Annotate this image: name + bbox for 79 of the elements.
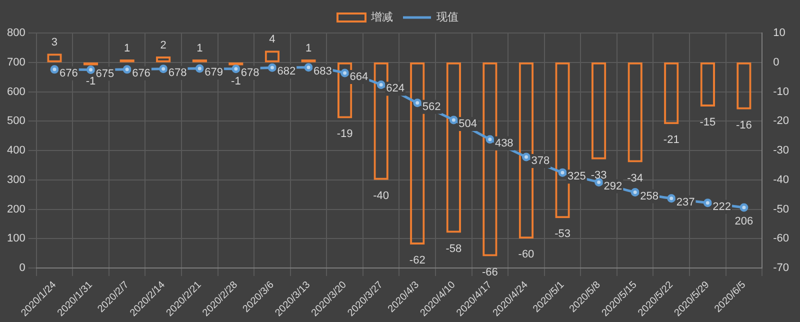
y-tick-label: 300 [6,174,26,186]
data-label: 676 [59,67,78,80]
point [122,65,132,74]
data-label: -58 [446,242,462,255]
y-tick-label: 700 [6,56,26,68]
data-label: -66 [482,266,498,278]
data-label: -34 [627,172,644,184]
data-label: -19 [336,128,353,140]
y-tick-label: 600 [6,86,26,98]
y-tick-label: 800 [6,27,26,40]
legend-label: 增减 [370,10,393,24]
data-label: 2 [160,40,166,52]
data-label: 504 [458,118,478,130]
y2-tick-label: -50 [773,203,790,216]
data-label: 664 [350,70,368,83]
y2-tick-label: -60 [773,232,790,245]
data-label: 682 [277,66,296,78]
data-label: -40 [373,190,390,202]
y2-tick-label: 10 [773,27,786,40]
data-label: 683 [314,65,332,78]
data-label: 222 [712,200,732,213]
y-tick-label: 200 [6,203,26,216]
data-label: 438 [494,137,514,150]
data-label: 1 [124,42,130,54]
data-label: 676 [132,67,150,80]
y-tick-label: 100 [6,232,26,245]
point [232,64,240,74]
data-label: 624 [386,82,404,95]
point [486,135,494,144]
data-label: -16 [736,119,752,132]
data-label: 4 [269,34,276,46]
y-tick-label: 400 [6,144,26,157]
y2-tick-label: -20 [773,115,790,128]
data-label: -1 [86,75,96,88]
y2-tick-label: -40 [773,174,790,186]
y-tick-label: 500 [6,115,26,128]
y-tick-label: 0 [19,262,26,274]
data-label: 1 [196,42,203,54]
y2-tick-label: -30 [773,144,790,157]
data-label: 675 [96,68,114,80]
point [86,65,96,74]
data-label: 678 [240,66,260,79]
data-label: -1 [231,75,241,88]
point [703,198,712,208]
data-label: 237 [676,196,695,208]
data-label: 1 [305,42,312,54]
point [376,80,386,89]
point [195,64,204,73]
point [667,194,676,203]
data-label: 679 [204,66,224,79]
point [558,168,567,177]
point [159,64,168,74]
legend-label: 现值 [436,12,458,24]
point [630,188,640,196]
point [740,203,748,212]
data-label: -62 [409,254,426,267]
y2-tick-label: -10 [773,86,790,98]
point [522,152,530,162]
data-label: 678 [168,66,187,79]
data-label: 206 [734,216,754,228]
data-label: -15 [700,116,716,128]
point [50,65,59,74]
data-label: 325 [568,170,586,183]
data-label: -53 [554,228,570,240]
point [340,68,350,78]
point [268,63,276,72]
data-label: 378 [531,155,550,168]
data-label: 258 [640,190,658,202]
y2-tick-label: -70 [773,262,790,274]
data-label: 292 [604,180,622,192]
point [304,63,313,72]
data-label: 3 [51,36,58,49]
data-label: -21 [663,134,680,146]
point [449,116,458,124]
y2-tick-label: 0 [773,56,780,68]
data-label: -60 [518,248,534,261]
point [413,98,422,108]
data-label: 562 [422,100,441,113]
data-label: -33 [590,169,607,182]
